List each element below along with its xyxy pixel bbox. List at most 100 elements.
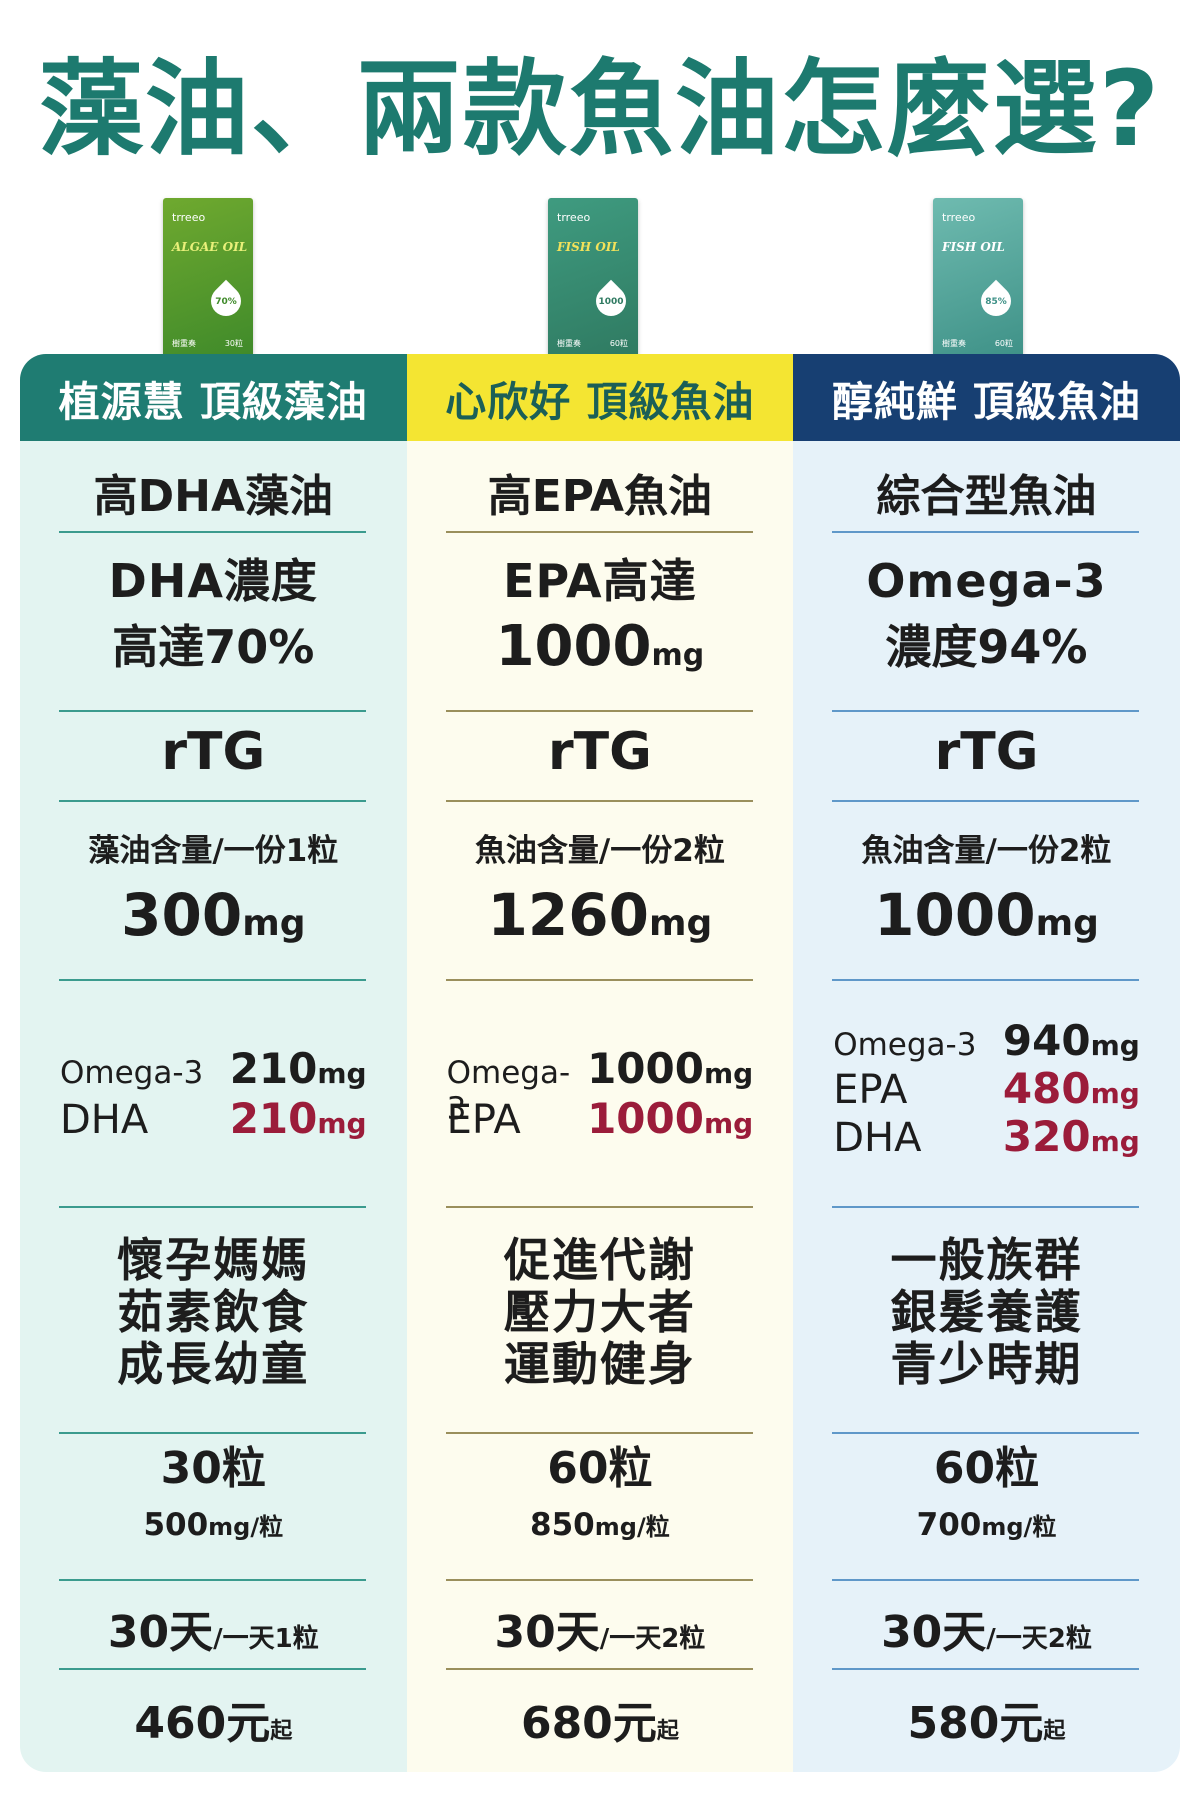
per-value: 500: [143, 1507, 209, 1543]
nutrient-amount: 1000mg: [587, 1094, 753, 1143]
content-label: 藻油含量/一份1粒: [88, 833, 339, 869]
price-value: 680: [520, 1698, 613, 1749]
feature-value: 1000: [495, 614, 652, 679]
content-amount: 300mg: [20, 881, 407, 949]
audience-item: 青少時期: [890, 1337, 1083, 1391]
capsule-count: 60粒: [407, 1442, 794, 1505]
nutrient-value: 320: [1002, 1112, 1091, 1161]
box-badge: 1000: [598, 297, 624, 307]
days-block: 30天/一天2粒: [407, 1596, 794, 1660]
days-note: /一天1粒: [213, 1624, 319, 1654]
days-note: /一天2粒: [599, 1624, 706, 1654]
price-value: 580: [907, 1698, 1000, 1749]
box-base-label: 樹重奏: [557, 339, 581, 348]
divider: [445, 979, 753, 981]
feature-line2: 濃度94%: [793, 614, 1180, 687]
box-product-name: FISH OIL: [557, 240, 620, 254]
divider: [59, 1668, 366, 1670]
feature-prefix: 濃度: [885, 620, 978, 674]
nutrient-value: 1000: [587, 1044, 704, 1093]
nutrient-unit: mg: [703, 1107, 754, 1140]
nutrient-row: EPA 480mg: [833, 1064, 1140, 1113]
nutrient-unit: mg: [317, 1057, 367, 1090]
feature-line2: 高達70%: [20, 614, 407, 687]
feature-value: 70%: [204, 620, 315, 674]
product-box: trreeo ALGAE OIL 70% 樹重奏 30粒: [163, 198, 253, 358]
days-value: 30天: [881, 1607, 987, 1658]
count-value: 60: [933, 1443, 996, 1494]
oil-type: 綜合型魚油: [876, 471, 1097, 522]
divider: [445, 531, 753, 533]
days-block: 30天/一天1粒: [20, 1596, 407, 1660]
nutrient-row: DHA 210mg: [60, 1094, 367, 1143]
capsule-weight: 500mg/粒: [20, 1505, 407, 1550]
content-value: 1260: [487, 881, 649, 949]
nutrient-value: 1000: [587, 1094, 704, 1143]
product-header: 醇純鮮 頂級魚油: [793, 354, 1180, 441]
divider: [59, 531, 366, 533]
count-block: 60粒 850mg/粒: [407, 1442, 794, 1550]
audience-item: 促進代謝: [503, 1233, 696, 1287]
oil-type: 高DHA藻油: [93, 471, 333, 522]
divider: [832, 1579, 1140, 1581]
content-amount: 1260mg: [407, 881, 794, 949]
capsule-count: 30粒: [20, 1442, 407, 1505]
nutrient-unit: mg: [1090, 1125, 1140, 1158]
price-suffix: 起: [1043, 1719, 1066, 1744]
nutrient-label: EPA: [833, 1067, 908, 1113]
price-block: 680元起: [407, 1687, 794, 1751]
divider: [832, 710, 1140, 712]
oil-type: 高EPA魚油: [487, 471, 713, 522]
per-value: 700: [916, 1507, 982, 1543]
nutrient-label: DHA: [60, 1097, 149, 1143]
price-suffix: 起: [656, 1719, 679, 1744]
audience-item: 運動健身: [503, 1337, 696, 1391]
nutrient-label: EPA: [446, 1097, 521, 1143]
feature-unit: mg: [651, 638, 705, 673]
nutrient-label: Omega-3: [60, 1055, 204, 1091]
audience-item: 壓力大者: [503, 1285, 696, 1339]
nutrient-row: EPA 1000mg: [447, 1094, 754, 1143]
audience-item: 成長幼童: [117, 1337, 310, 1391]
divider: [59, 1432, 366, 1434]
nutrient-row: Omega-3 940mg: [833, 1016, 1140, 1065]
product-column: 植源慧 頂級藻油 高DHA藻油 DHA濃度 高達70% rTG 藻油含量/一份1粒 300m…: [20, 354, 407, 1772]
feature-prefix: 高達: [112, 620, 205, 674]
feature-block: Omega-3 濃度94%: [793, 548, 1180, 687]
audience-list: 懷孕媽媽 茹素飲食 成長幼童: [20, 1234, 407, 1390]
box-base-label: 樹重奏: [172, 339, 196, 348]
count-value: 60: [547, 1443, 609, 1494]
capsule-weight: 700mg/粒: [793, 1505, 1180, 1550]
price-block: 580元起: [793, 1687, 1180, 1751]
nutrient-value: 480: [1002, 1064, 1091, 1113]
price-value: 460: [134, 1698, 227, 1749]
product-header: 心欣好 頂級魚油: [406, 354, 794, 441]
feature-block: DHA濃度 高達70%: [20, 548, 407, 687]
nutrient-row: DHA 320mg: [833, 1112, 1140, 1161]
product-column: 心欣好 頂級魚油 高EPA魚油 EPA高達 1000mg rTG 魚油含量/一份2粒 126…: [406, 354, 794, 1772]
content-value: 1000: [874, 881, 1036, 949]
feature-line1: EPA高達: [503, 554, 697, 608]
product-column: 醇純鮮 頂級魚油 綜合型魚油 Omega-3 濃度94% rTG 魚油含量/一份2粒 100…: [793, 354, 1180, 1772]
divider: [445, 1432, 753, 1434]
nutrient-amount: 480mg: [1003, 1064, 1140, 1113]
count-unit: 粒: [221, 1443, 266, 1494]
price-unit: 元: [612, 1698, 657, 1749]
per-unit: mg/粒: [981, 1513, 1057, 1541]
feature-value: 94%: [977, 620, 1088, 674]
divider: [445, 1668, 753, 1670]
audience-list: 一般族群 銀髮養護 青少時期: [793, 1234, 1180, 1390]
divider: [59, 710, 366, 712]
days-block: 30天/一天2粒: [793, 1596, 1180, 1660]
divider: [59, 979, 366, 981]
nutrient-list: Omega-3 1000mg EPA 1000mg: [407, 354, 794, 1772]
audience-item: 銀髮養護: [890, 1285, 1083, 1339]
divider: [445, 1579, 753, 1581]
price-block: 460元起: [20, 1687, 407, 1751]
box-badge: 85%: [985, 297, 1007, 307]
oil-form: rTG: [934, 722, 1039, 782]
box-count: 60粒: [994, 339, 1013, 348]
nutrient-value: 210: [229, 1094, 318, 1143]
nutrient-list: Omega-3 940mg EPA 480mg DHA 320mg: [793, 354, 1180, 1772]
audience-list: 促進代謝 壓力大者 運動健身: [407, 1234, 794, 1390]
